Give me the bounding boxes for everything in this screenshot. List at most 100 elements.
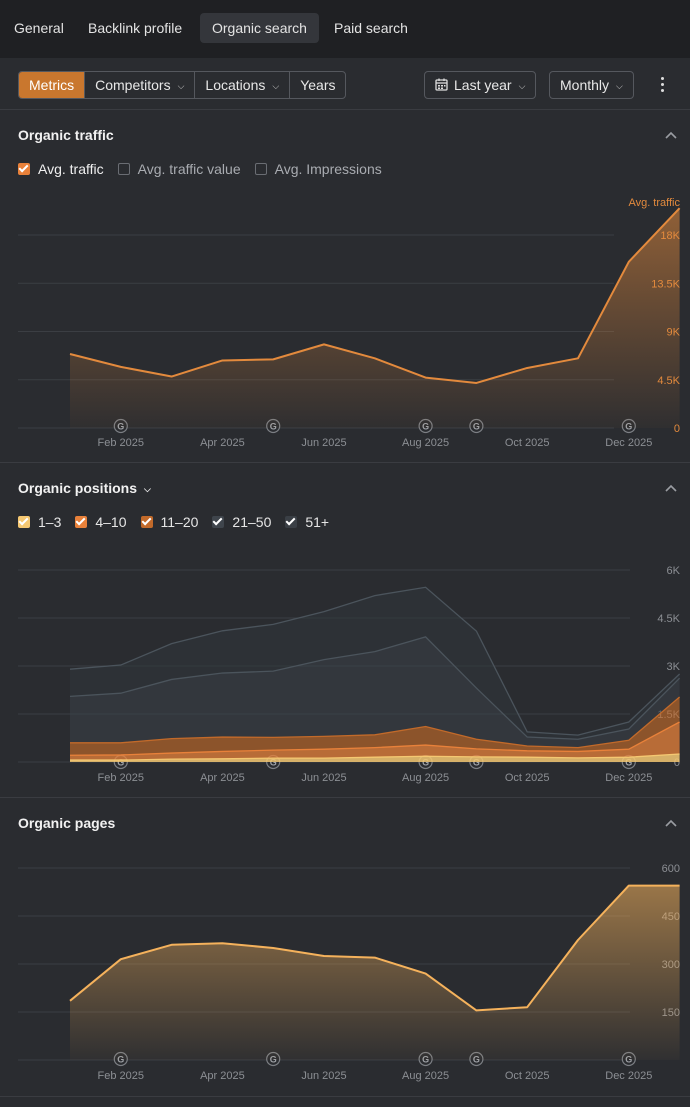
checkbox-icon [140, 516, 153, 528]
x-tick-label: Aug 2025 [402, 772, 449, 784]
pos-11-20-toggle[interactable]: 11–20 [140, 514, 199, 530]
x-tick-label: Apr 2025 [200, 1070, 245, 1082]
data-point[interactable] [424, 972, 428, 976]
data-point[interactable] [373, 956, 377, 960]
view-segmented-control: Metrics Competitors ⌵ Locations ⌵ Years [18, 71, 347, 99]
google-icon-glyph: G [473, 758, 480, 768]
data-point[interactable] [525, 366, 529, 370]
granularity-label: Monthly [560, 77, 610, 93]
data-point[interactable] [68, 352, 72, 356]
data-point[interactable] [119, 957, 123, 961]
y-tick-label: 4.5K [657, 613, 680, 625]
series-line-0 [70, 753, 680, 761]
granularity-dropdown[interactable]: Monthly ⌵ [549, 71, 634, 99]
pos-4-10-toggle[interactable]: 4–10 [75, 514, 127, 530]
data-point[interactable] [525, 1005, 529, 1009]
pos-51-plus-label: 51+ [305, 514, 330, 530]
tab-backlink-profile[interactable]: Backlink profile [88, 20, 183, 36]
pos-51-plus-toggle[interactable]: 51+ [285, 514, 329, 530]
data-point[interactable] [678, 206, 682, 210]
x-tick-label: Oct 2025 [505, 1070, 550, 1082]
pos-11-20-label: 11–20 [160, 514, 199, 530]
data-point[interactable] [627, 260, 631, 264]
data-point[interactable] [170, 943, 174, 947]
series-line-4 [69, 586, 681, 736]
avg-traffic-toggle[interactable]: Avg. traffic [18, 161, 104, 177]
competitors-label: Competitors [95, 77, 171, 93]
avg-traffic-value-toggle[interactable]: Avg. traffic value [117, 161, 241, 177]
calendar-icon [435, 78, 448, 91]
data-point[interactable] [576, 356, 580, 360]
chevron-down-icon: ⌵ [144, 484, 151, 494]
data-point[interactable] [170, 375, 174, 379]
google-icon-glyph: G [422, 758, 429, 768]
tab-organic-search[interactable]: Organic search [200, 13, 319, 43]
tab-paid-search[interactable]: Paid search [334, 20, 408, 36]
chevron-down-icon: ⌵ [518, 81, 526, 91]
y-tick-label: 0 [674, 757, 680, 769]
positions-legend: 1–3 4–10 11–20 21–50 51+ [18, 514, 343, 530]
locations-dropdown[interactable]: Locations ⌵ [195, 72, 291, 98]
series-line [69, 884, 680, 1012]
data-point[interactable] [627, 884, 631, 888]
checkbox-icon [254, 163, 267, 175]
google-icon-glyph: G [625, 758, 632, 768]
traffic-legend: Avg. traffic Avg. traffic value Avg. Imp… [18, 161, 396, 177]
chevron-up-icon[interactable] [664, 483, 678, 493]
data-point[interactable] [474, 1008, 478, 1012]
data-point[interactable] [373, 356, 377, 360]
data-point[interactable] [322, 954, 326, 958]
period-dropdown[interactable]: Last year ⌵ [424, 71, 537, 99]
data-point[interactable] [474, 381, 478, 385]
stacked-area-1 [70, 722, 680, 761]
x-tick-label: Dec 2025 [605, 772, 652, 784]
chevron-up-icon[interactable] [664, 130, 678, 140]
metrics-label: Metrics [29, 77, 75, 93]
data-point[interactable] [271, 946, 275, 950]
x-tick-label: Jun 2025 [301, 1070, 346, 1082]
stacked-area-0 [70, 754, 680, 762]
pos-1-3-toggle[interactable]: 1–3 [18, 514, 61, 530]
pos-1-3-label: 1–3 [38, 514, 62, 530]
avg-traffic-label: Avg. traffic [38, 161, 104, 177]
x-tick-label: Feb 2025 [98, 437, 144, 449]
organic-pages-title: Organic pages [18, 815, 116, 831]
y-axis-label: Avg. traffic [628, 197, 680, 209]
stacked-area-4 [70, 587, 680, 740]
data-point[interactable] [322, 342, 326, 346]
period-label: Last year [454, 77, 512, 93]
more-options-icon[interactable] [654, 75, 670, 95]
series-line-3 [69, 636, 681, 740]
data-point[interactable] [678, 884, 682, 888]
toolbar: Metrics Competitors ⌵ Locations ⌵ Years La… [0, 58, 690, 110]
google-icon-glyph: G [117, 758, 124, 768]
competitors-dropdown[interactable]: Competitors ⌵ [85, 72, 196, 98]
years-button[interactable]: Years [290, 72, 345, 98]
data-point[interactable] [220, 941, 224, 945]
avg-impressions-toggle[interactable]: Avg. Impressions [254, 161, 382, 177]
tab-general[interactable]: General [14, 20, 64, 36]
x-tick-label: Apr 2025 [200, 437, 245, 449]
data-point[interactable] [220, 358, 224, 362]
chevron-down-icon: ⌵ [177, 81, 185, 91]
data-point[interactable] [424, 376, 428, 380]
data-point[interactable] [68, 999, 72, 1003]
pos-21-50-toggle[interactable]: 21–50 [212, 514, 271, 530]
metrics-button[interactable]: Metrics [19, 72, 86, 98]
y-tick-label: 3K [667, 661, 681, 673]
x-tick-label: Apr 2025 [200, 772, 245, 784]
x-tick-label: Feb 2025 [98, 1070, 144, 1082]
chevron-down-icon: ⌵ [616, 81, 623, 91]
organic-positions-title[interactable]: Organic positions ⌵ [18, 480, 151, 496]
checkbox-icon [212, 516, 225, 528]
x-tick-label: Aug 2025 [402, 1070, 449, 1082]
data-point[interactable] [576, 938, 580, 942]
data-point[interactable] [119, 365, 123, 369]
data-point[interactable] [271, 357, 275, 361]
checkbox-icon [18, 516, 30, 528]
x-tick-label: Oct 2025 [505, 772, 550, 784]
chevron-up-icon[interactable] [664, 818, 678, 828]
